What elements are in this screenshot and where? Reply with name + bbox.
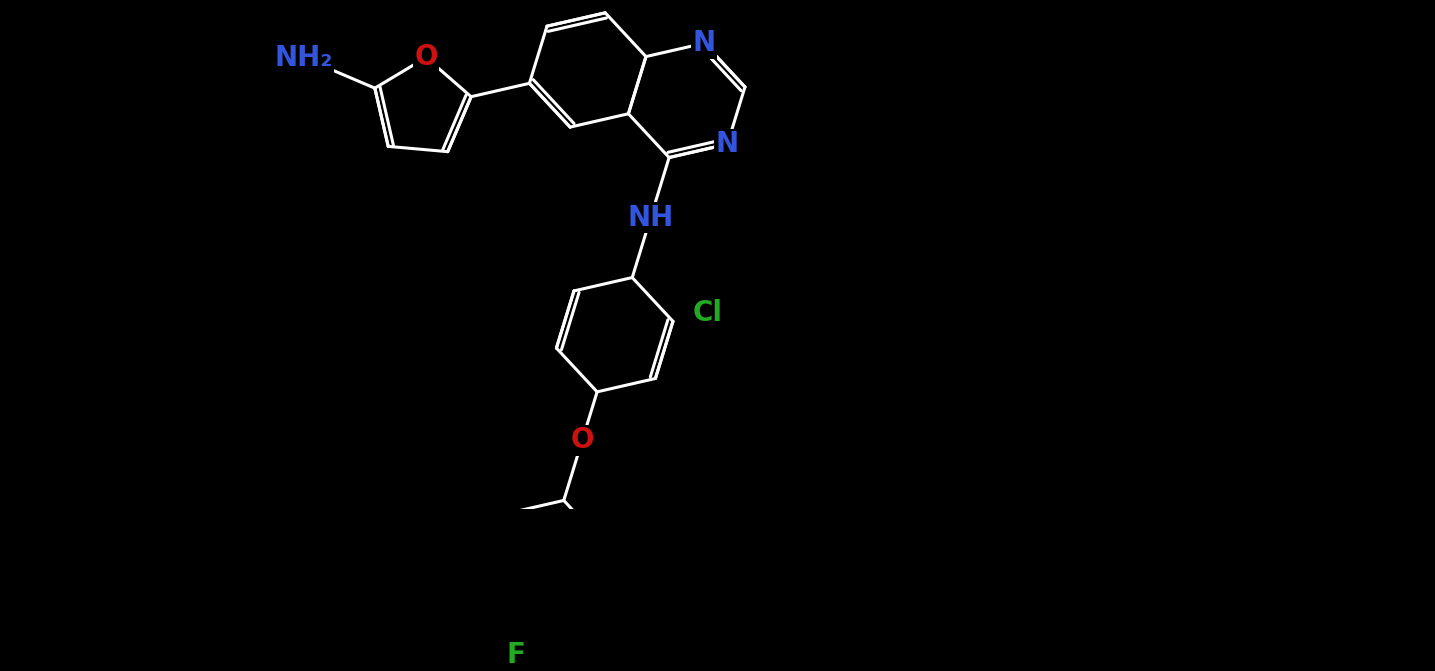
Text: O: O (571, 427, 594, 454)
Text: NH₂: NH₂ (274, 44, 333, 72)
Text: F: F (507, 641, 525, 669)
Text: Cl: Cl (693, 299, 723, 327)
Text: NH: NH (627, 203, 674, 231)
Text: O: O (415, 44, 438, 71)
Text: N: N (716, 130, 739, 158)
Text: N: N (693, 30, 716, 57)
